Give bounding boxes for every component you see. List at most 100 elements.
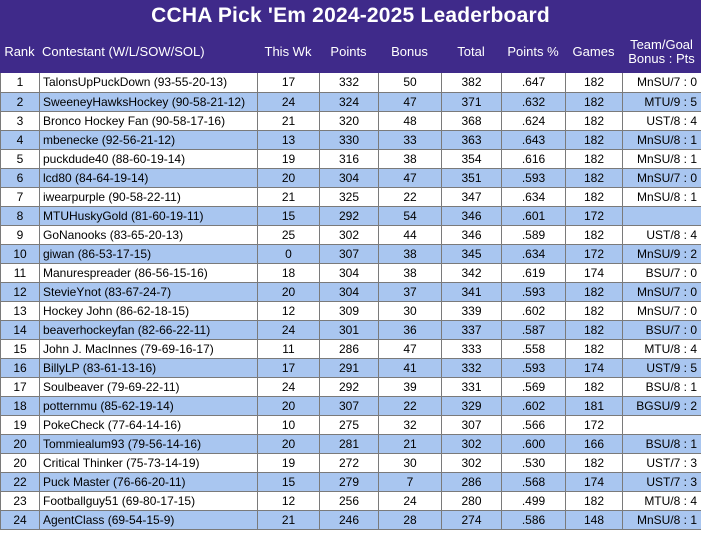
- team-goal-cell: UST/8 : 4: [622, 111, 701, 131]
- bonus-cell: 7: [378, 472, 442, 492]
- points-cell: 320: [319, 111, 379, 131]
- rank-cell: 22: [0, 472, 40, 492]
- bonus-cell: 47: [378, 339, 442, 359]
- this-wk-cell: 25: [257, 225, 320, 245]
- points-cell: 304: [319, 263, 379, 283]
- points-cell: 304: [319, 282, 379, 302]
- rank-cell: 17: [0, 377, 40, 397]
- rank-cell: 9: [0, 225, 40, 245]
- table-row: 11 Manurespreader (86-56-15-16) 18 304 38 342…: [0, 263, 701, 283]
- bonus-cell: 47: [378, 92, 442, 112]
- total-cell: 329: [441, 396, 502, 416]
- team-goal-cell: MnSU/7 : 0: [622, 301, 701, 321]
- total-cell: 280: [441, 491, 502, 511]
- points-cell: 330: [319, 130, 379, 150]
- team-goal-cell: UST/9 : 5: [622, 358, 701, 378]
- table-row: 2 SweeneyHawksHockey (90-58-21-12) 24 324 47…: [0, 92, 701, 112]
- points-cell: 304: [319, 168, 379, 188]
- contestant-cell: SweeneyHawksHockey (90-58-21-12): [39, 92, 258, 112]
- contestant-cell: iwearpurple (90-58-22-11): [39, 187, 258, 207]
- points-pct-cell: .602: [501, 301, 566, 321]
- total-cell: 286: [441, 472, 502, 492]
- bonus-cell: 39: [378, 377, 442, 397]
- team-goal-cell: MTU/9 : 5: [622, 92, 701, 112]
- this-wk-cell: 12: [257, 491, 320, 511]
- points-cell: 324: [319, 92, 379, 112]
- total-cell: 332: [441, 358, 502, 378]
- this-wk-cell: 20: [257, 168, 320, 188]
- table-row: 20 Tommiealum93 (79-56-14-16) 20 281 21 302.6…: [0, 434, 701, 454]
- points-cell: 256: [319, 491, 379, 511]
- contestant-cell: AgentClass (69-54-15-9): [39, 510, 258, 530]
- table-row: 5 puckdude40 (88-60-19-14) 19 316 38 354.616 1…: [0, 149, 701, 169]
- contestant-cell: Manurespreader (86-56-15-16): [39, 263, 258, 283]
- contestant-cell: puckdude40 (88-60-19-14): [39, 149, 258, 169]
- total-cell: 333: [441, 339, 502, 359]
- bonus-cell: 38: [378, 263, 442, 283]
- page-title: CCHA Pick 'Em 2024-2025 Leaderboard: [0, 0, 701, 31]
- points-pct-cell: .593: [501, 358, 566, 378]
- games-cell: 174: [565, 263, 623, 283]
- total-cell: 302: [441, 434, 502, 454]
- rank-cell: 2: [0, 92, 40, 112]
- points-pct-cell: .589: [501, 225, 566, 245]
- points-pct-cell: .593: [501, 282, 566, 302]
- points-cell: 291: [319, 358, 379, 378]
- points-pct-cell: .569: [501, 377, 566, 397]
- table-row: 4 mbenecke (92-56-21-12) 13 330 33 363.643 182…: [0, 130, 701, 150]
- this-wk-cell: 10: [257, 415, 320, 435]
- team-goal-cell: MTU/8 : 4: [622, 491, 701, 511]
- contestant-cell: Puck Master (76-66-20-11): [39, 472, 258, 492]
- rank-cell: 20: [0, 434, 40, 454]
- team-goal-cell: BSU/7 : 0: [622, 263, 701, 283]
- table-row: 7 iwearpurple (90-58-22-11) 21 325 22 347.634…: [0, 187, 701, 207]
- total-cell: 346: [441, 206, 502, 226]
- rank-cell: 13: [0, 301, 40, 321]
- total-cell: 331: [441, 377, 502, 397]
- table-row: 10 giwan (86-53-17-15) 0 307 38 345.634 172 MnS…: [0, 244, 701, 264]
- contestant-cell: Soulbeaver (79-69-22-11): [39, 377, 258, 397]
- bonus-cell: 47: [378, 168, 442, 188]
- team-goal-cell: BSU/7 : 0: [622, 320, 701, 340]
- bonus-cell: 37: [378, 282, 442, 302]
- contestant-cell: MTUHuskyGold (81-60-19-11): [39, 206, 258, 226]
- points-cell: 272: [319, 453, 379, 473]
- this-wk-cell: 24: [257, 320, 320, 340]
- points-cell: 325: [319, 187, 379, 207]
- total-cell: 307: [441, 415, 502, 435]
- this-wk-cell: 24: [257, 377, 320, 397]
- team-goal-cell: MnSU/9 : 2: [622, 244, 701, 264]
- this-wk-cell: 18: [257, 263, 320, 283]
- points-pct-cell: .530: [501, 453, 566, 473]
- games-cell: 182: [565, 225, 623, 245]
- total-cell: 345: [441, 244, 502, 264]
- table-row: 8 MTUHuskyGold (81-60-19-11) 15 292 54 346.60…: [0, 206, 701, 226]
- table-row: 15 John J. MacInnes (79-69-16-17) 11 286 47 3…: [0, 339, 701, 359]
- this-wk-cell: 13: [257, 130, 320, 150]
- this-wk-cell: 24: [257, 92, 320, 112]
- this-wk-cell: 21: [257, 510, 320, 530]
- header-contestant: Contestant (W/L/SOW/SOL): [42, 44, 205, 59]
- points-cell: 301: [319, 320, 379, 340]
- bonus-cell: 28: [378, 510, 442, 530]
- bonus-cell: 38: [378, 244, 442, 264]
- points-pct-cell: .647: [501, 73, 566, 93]
- bonus-cell: 30: [378, 453, 442, 473]
- points-cell: 307: [319, 396, 379, 416]
- contestant-cell: Critical Thinker (75-73-14-19): [39, 453, 258, 473]
- points-cell: 316: [319, 149, 379, 169]
- team-goal-cell: [622, 206, 701, 226]
- games-cell: 182: [565, 111, 623, 131]
- games-cell: 182: [565, 320, 623, 340]
- header-team-goal-line2: Bonus : Pts: [628, 51, 695, 66]
- bonus-cell: 44: [378, 225, 442, 245]
- this-wk-cell: 17: [257, 358, 320, 378]
- points-cell: 281: [319, 434, 379, 454]
- team-goal-cell: UST/8 : 4: [622, 225, 701, 245]
- games-cell: 182: [565, 149, 623, 169]
- rank-cell: 15: [0, 339, 40, 359]
- points-pct-cell: .634: [501, 244, 566, 264]
- points-pct-cell: .632: [501, 92, 566, 112]
- total-cell: 341: [441, 282, 502, 302]
- total-cell: 363: [441, 130, 502, 150]
